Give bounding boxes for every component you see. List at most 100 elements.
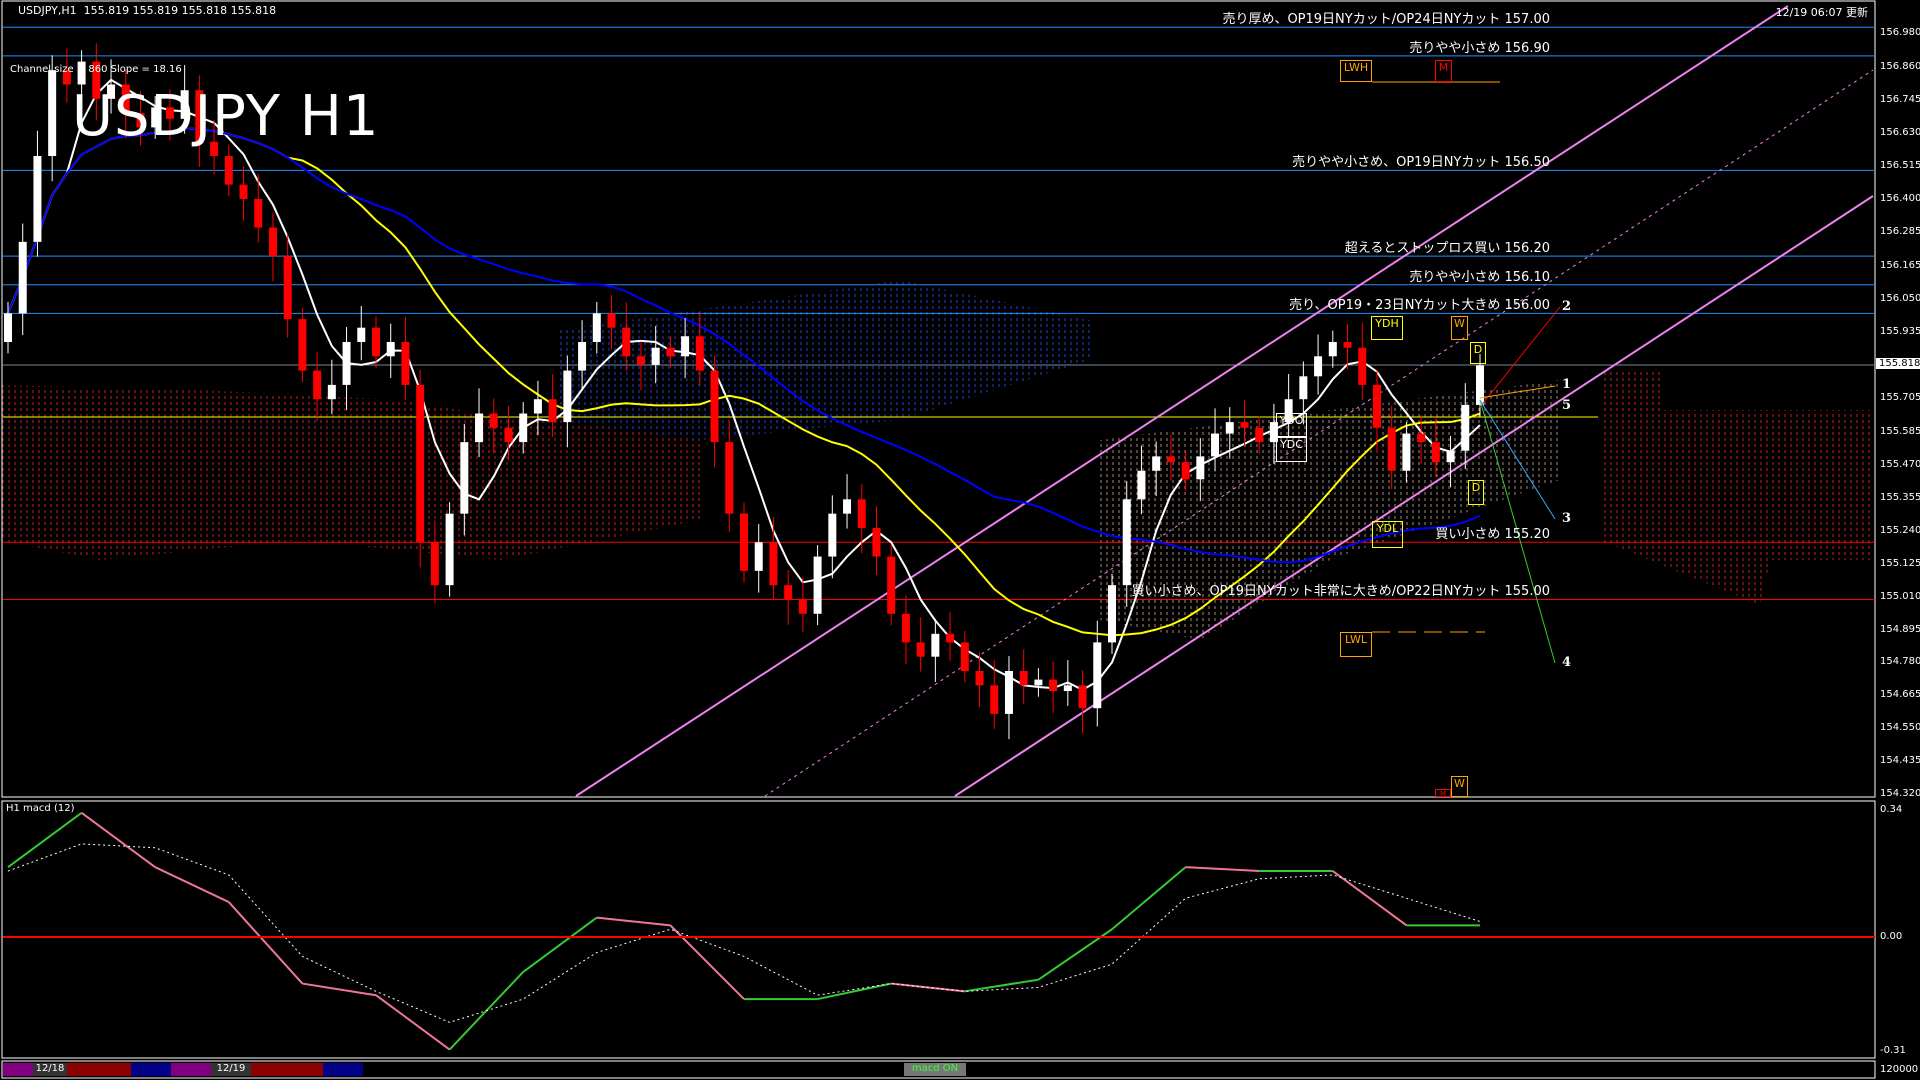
level-label: 売り、OP19・23日NYカット大きめ 156.00 — [1289, 298, 1550, 314]
bearish-candle — [548, 399, 557, 423]
bearish-candle — [372, 327, 380, 357]
bearish-candle — [1240, 422, 1249, 428]
bullish-candle — [445, 513, 454, 586]
bearish-candle — [1166, 456, 1175, 463]
bearish-candle — [1181, 462, 1190, 480]
bullish-candle — [533, 399, 542, 414]
session-block — [131, 1063, 171, 1076]
channel-lower-line — [954, 195, 1874, 797]
bearish-candle — [960, 642, 969, 672]
ichimoku-cloud-blue — [560, 280, 1090, 440]
bearish-candle — [1417, 433, 1426, 443]
bearish-candle — [946, 633, 955, 643]
bullish-candle — [180, 90, 189, 119]
wave-projection-line — [1479, 399, 1556, 520]
level-label: 買い小さめ 155.20 — [1435, 527, 1550, 543]
bullish-candle — [1402, 433, 1411, 471]
bearish-candle — [1372, 384, 1381, 428]
bearish-candle — [1049, 679, 1058, 692]
bearish-candle — [239, 184, 248, 199]
bearish-candle — [1387, 427, 1396, 471]
price-axis-tick: 156.630 — [1880, 127, 1920, 139]
macd-axis-bottom: -0.31 — [1880, 1045, 1906, 1056]
price-axis-tick: 155.935 — [1880, 325, 1920, 337]
bearish-candle — [784, 585, 793, 600]
bearish-candle — [607, 313, 616, 328]
session-block — [323, 1063, 363, 1076]
bearish-candle — [210, 141, 219, 157]
bearish-candle — [695, 336, 704, 371]
bearish-candle — [916, 642, 925, 657]
price-axis-tick: 154.665 — [1880, 689, 1920, 701]
price-axis-tick: 154.895 — [1880, 623, 1920, 635]
session-block — [251, 1063, 323, 1076]
bearish-candle — [622, 327, 631, 357]
price-axis-tick: 156.515 — [1880, 160, 1920, 172]
current-price-tag: 155.818 — [1876, 358, 1920, 369]
bullish-candle — [107, 84, 116, 99]
level-label: 買い小さめ、OP19日NYカット非常に大きめ/OP22日NYカット 155.00 — [1131, 584, 1550, 600]
bullish-candle — [1284, 399, 1293, 423]
bullish-candle — [592, 313, 601, 342]
bearish-candle — [636, 356, 645, 365]
bullish-candle — [1299, 376, 1308, 400]
level-label: 売りやや小さめ 156.90 — [1409, 40, 1550, 56]
bearish-candle — [92, 61, 101, 99]
macd-label: H1 macd (12) — [6, 803, 75, 814]
price-axis-tick: 155.010 — [1880, 590, 1920, 602]
bullish-candle — [1093, 642, 1102, 709]
ydc-marker: YDC — [1276, 437, 1307, 462]
bearish-candle — [430, 542, 439, 586]
macd-line-segment — [522, 916, 598, 973]
bearish-candle — [1358, 347, 1367, 385]
wave-label-2: 2 — [1562, 299, 1572, 314]
macd-toggle-button[interactable]: macd ON — [904, 1063, 966, 1076]
bullish-candle — [1122, 499, 1131, 586]
bearish-candle — [990, 685, 999, 714]
price-axis-tick: 155.240 — [1880, 524, 1920, 536]
bullish-candle — [1314, 356, 1323, 377]
bullish-candle — [1108, 585, 1116, 643]
symbol-label: USDJPY,H1 — [18, 4, 77, 17]
bearish-candle — [975, 671, 984, 686]
macd-axis-zero: 0.00 — [1880, 931, 1903, 942]
bullish-candle — [1063, 685, 1072, 692]
bullish-candle — [1225, 422, 1234, 434]
bearish-candle — [298, 319, 307, 371]
bullish-candle — [460, 442, 469, 514]
bullish-candle — [357, 327, 366, 342]
bearish-candle — [1019, 671, 1028, 686]
ydl-marker: YDL — [1372, 521, 1403, 548]
ydh-marker: YDH — [1371, 316, 1403, 340]
wave-projection-line — [1479, 306, 1561, 408]
ohlc-values: 155.819 155.819 155.818 155.818 — [83, 4, 277, 17]
date-label-1219: 12/19 — [211, 1063, 251, 1076]
symbol-header: USDJPY,H1 155.819 155.819 155.818 155.81… — [18, 4, 276, 17]
bearish-candle — [725, 442, 734, 514]
date-label-1218: 12/18 — [33, 1063, 67, 1076]
price-axis-tick: 155.355 — [1880, 491, 1920, 503]
macd-line-segment — [1185, 866, 1260, 873]
macd-line-segment — [596, 916, 671, 927]
bullish-candle — [386, 341, 395, 357]
bullish-candle — [1152, 456, 1161, 471]
bearish-candle — [504, 427, 513, 443]
bearish-candle — [313, 370, 322, 400]
macd-line-segment — [7, 812, 83, 868]
wave-projection-line — [1479, 399, 1556, 664]
macd-line-segment — [154, 866, 230, 903]
wave-label-3: 3 — [1562, 511, 1572, 526]
bearish-candle — [1255, 427, 1264, 443]
macd-line-segment — [1332, 870, 1407, 927]
price-axis-tick: 154.320 — [1880, 788, 1920, 800]
bearish-candle — [283, 256, 292, 320]
ichimoku-cloud-future — [1600, 370, 1870, 605]
channel-upper-line — [575, 5, 1789, 797]
bullish-candle — [1328, 341, 1337, 357]
bullish-candle — [77, 61, 86, 85]
bullish-candle — [843, 499, 852, 514]
bullish-candle — [754, 542, 763, 571]
price-axis-tick: 154.550 — [1880, 722, 1920, 734]
macd-line-segment — [817, 982, 892, 1001]
